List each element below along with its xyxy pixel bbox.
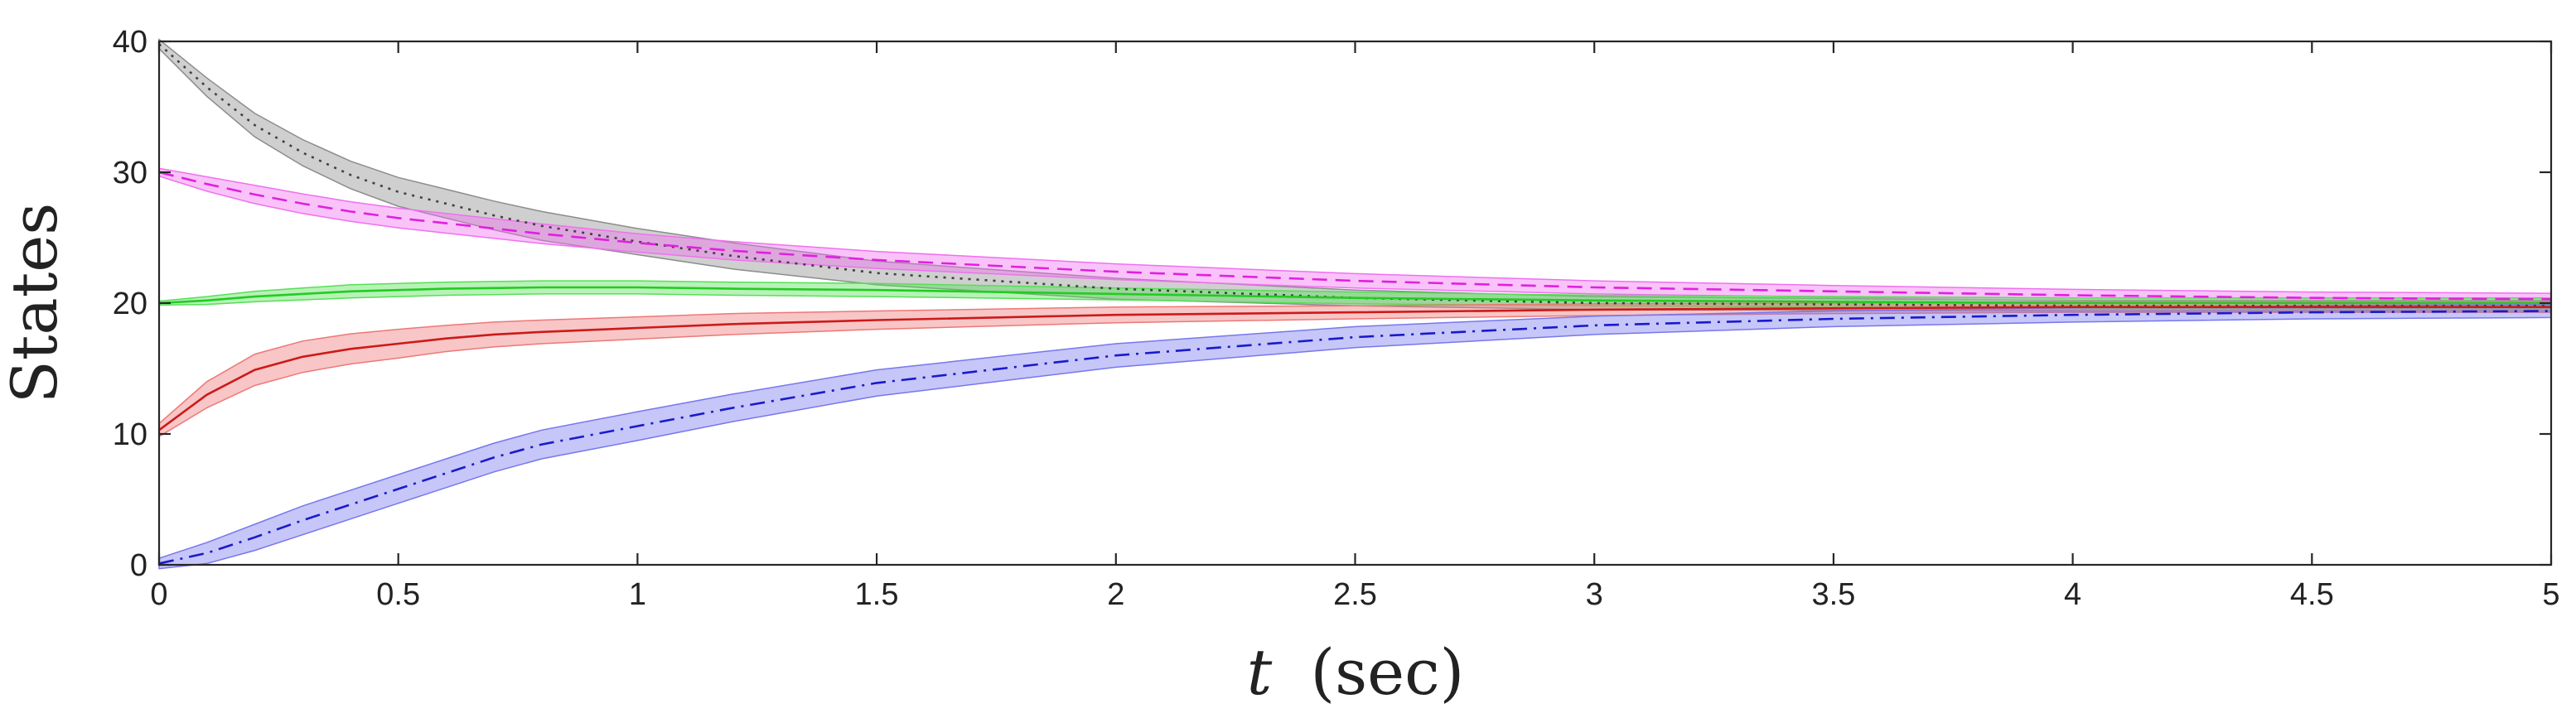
- series-lines: [158, 43, 2552, 565]
- state-4-line: [158, 306, 2551, 431]
- x-axis-unit: (sec): [1310, 635, 1464, 709]
- y-axis-label: States: [0, 203, 71, 403]
- state-1-line: [158, 43, 2551, 307]
- x-tick-label: 1.5: [855, 577, 899, 612]
- x-tick-label: 4.5: [2290, 577, 2334, 612]
- state-4-band: [158, 301, 2552, 438]
- x-tick-label: 3.5: [1811, 577, 1855, 612]
- x-tick-label: 2: [1107, 577, 1124, 612]
- state-3-line: [158, 286, 2551, 305]
- x-tick-label: 2.5: [1333, 577, 1377, 612]
- state-5-line: [158, 310, 2552, 565]
- x-axis-label: t (sec): [1247, 635, 1465, 709]
- axis-ticks: 0 0.5 1 1.5 2 2.5 3 3.5 4 4.5 5 0 10 20 30 40: [113, 25, 2560, 612]
- y-tick-label: 40: [113, 25, 147, 60]
- state-2-line: [158, 171, 2552, 301]
- x-tick-label: 4: [2064, 577, 2081, 612]
- x-tick-label: 5: [2542, 577, 2559, 612]
- x-tick-label: 0.5: [376, 577, 420, 612]
- y-tick-label: 10: [113, 417, 147, 452]
- x-tick-label: 0: [150, 577, 167, 612]
- x-axis-variable: t: [1247, 635, 1273, 709]
- y-tick-label: 0: [130, 548, 147, 583]
- x-tick-label: 3: [1586, 577, 1603, 612]
- x-tick-label: 1: [629, 577, 646, 612]
- y-tick-label: 20: [113, 287, 147, 321]
- y-tick-label: 30: [113, 156, 147, 190]
- state-1-band: [158, 38, 2552, 312]
